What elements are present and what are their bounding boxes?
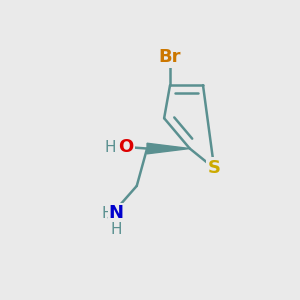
Text: O: O — [118, 138, 134, 156]
Text: N: N — [109, 204, 124, 222]
Text: S: S — [208, 159, 221, 177]
Text: H: H — [102, 206, 113, 221]
Text: H: H — [105, 140, 116, 154]
Text: H: H — [110, 222, 122, 237]
Text: Br: Br — [159, 48, 181, 66]
Polygon shape — [147, 143, 190, 154]
